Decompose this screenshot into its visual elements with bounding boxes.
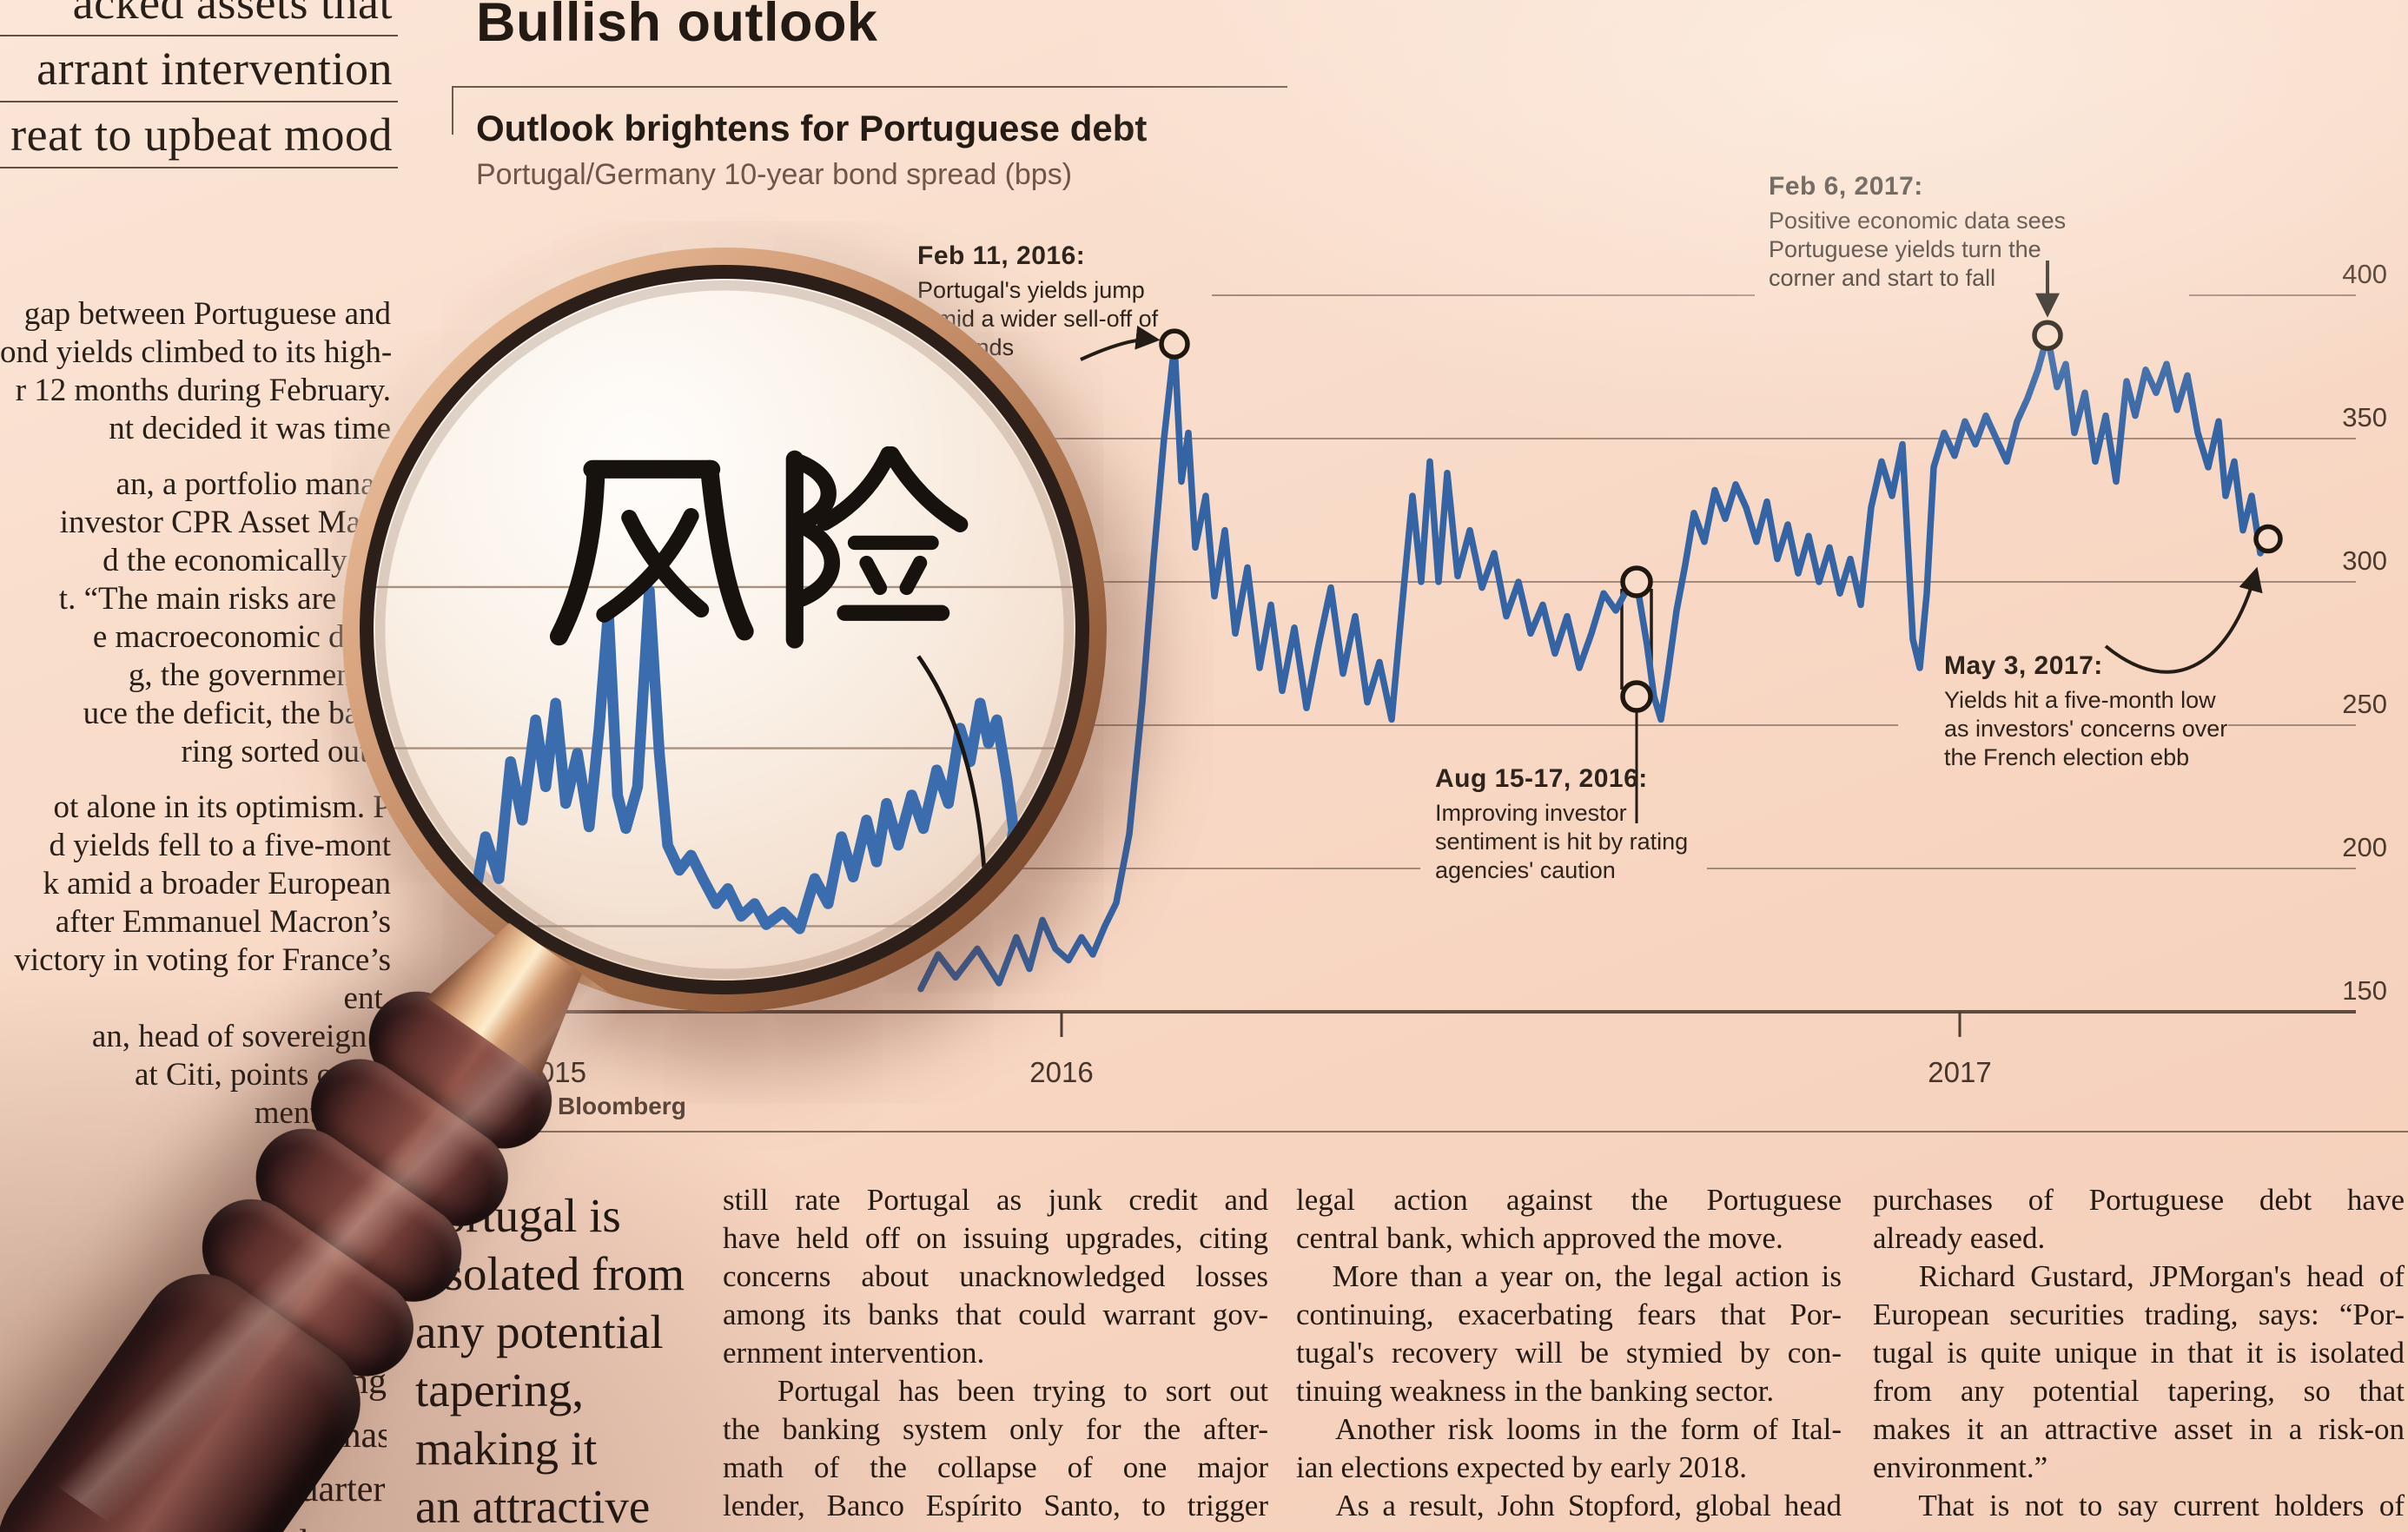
annotation-date: May 3, 2017: bbox=[1944, 651, 2103, 680]
handle-rib bbox=[182, 1179, 433, 1396]
annotation-date: Feb 11, 2016: bbox=[917, 241, 1086, 270]
annotation-date: Feb 6, 2017: bbox=[1769, 172, 1923, 201]
lens-circled-point bbox=[972, 908, 1014, 950]
risk-character-xian bbox=[785, 446, 969, 649]
lens-arrowhead bbox=[978, 893, 994, 911]
annotation-may-3-2017: May 3, 2017: Yields hit a five-month low… bbox=[1944, 651, 2239, 772]
annotation-line: the French election ebb bbox=[1944, 744, 2190, 770]
lens-magnified-spread-line bbox=[427, 584, 1020, 934]
annotation-line: Improving investor bbox=[1435, 800, 1627, 826]
lens-content bbox=[374, 280, 1075, 980]
magnifier-inner-rim bbox=[360, 265, 1089, 994]
handle-rib bbox=[292, 1040, 527, 1245]
handle-rib bbox=[349, 972, 572, 1168]
annotation-line: corner and start to fall bbox=[1769, 265, 1996, 291]
annotation-aug-15-17-2016: Aug 15-17, 2016: Improving investor senti… bbox=[1435, 764, 1730, 885]
annotation-line: as investors' concerns over bbox=[1944, 716, 2228, 742]
handle-rib bbox=[236, 1109, 481, 1321]
annotation-line: Positive economic data sees bbox=[1769, 208, 2067, 234]
annotation-line: Yields hit a five-month low bbox=[1944, 687, 2216, 713]
annotation-date: Aug 15-17, 2016: bbox=[1435, 764, 1648, 793]
annotation-line: agencies' caution bbox=[1435, 857, 1616, 883]
magnifier-lens bbox=[374, 279, 1075, 981]
annotation-feb-6-2017: Feb 6, 2017: Positive economic data sees… bbox=[1769, 172, 2133, 293]
annotation-line: Portuguese yields turn the bbox=[1769, 236, 2041, 262]
annotation-line: sentiment is hit by rating bbox=[1435, 829, 1689, 855]
